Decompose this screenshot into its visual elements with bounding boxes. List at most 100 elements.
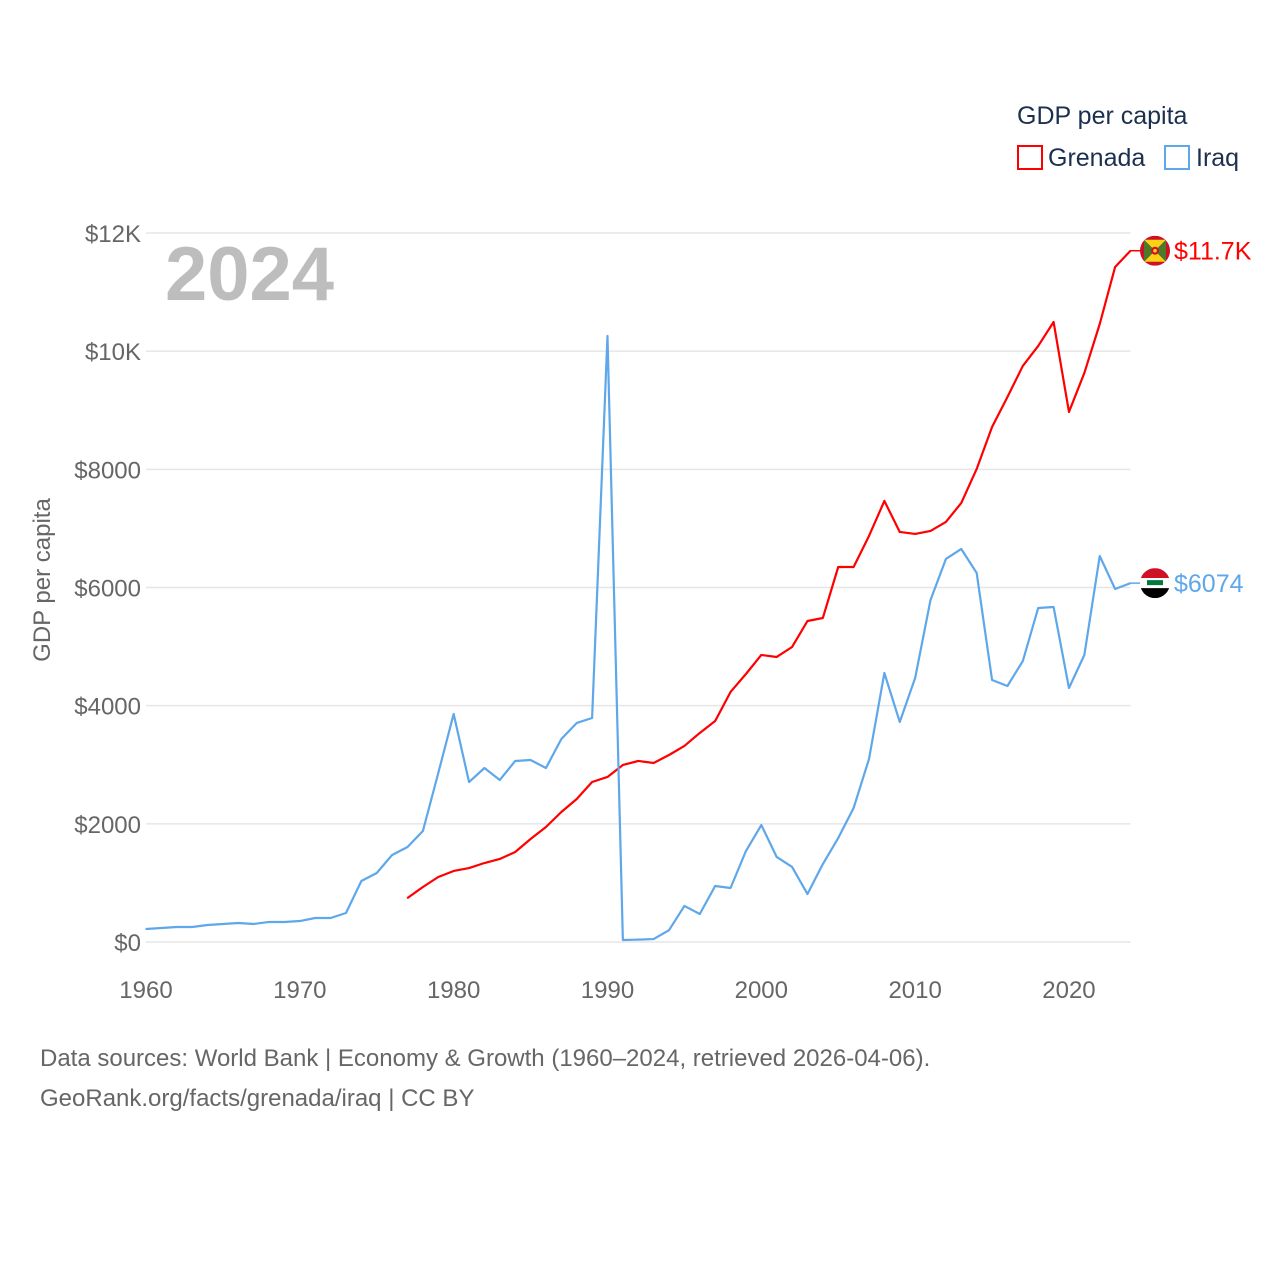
- legend-swatch-iraq[interactable]: [1164, 145, 1190, 170]
- data-point: [1098, 555, 1101, 557]
- data-point: [652, 762, 655, 764]
- x-tick-label: 2020: [1042, 977, 1095, 1004]
- data-point: [745, 673, 747, 675]
- y-tick-label: $2000: [74, 812, 141, 839]
- data-point: [637, 760, 640, 762]
- end-value-label: $11.7K: [1174, 238, 1252, 266]
- data-point: [760, 824, 763, 826]
- data-point: [529, 759, 532, 761]
- data-point: [452, 713, 455, 715]
- flag-yellow: [1144, 239, 1166, 251]
- data-point: [637, 938, 640, 941]
- iraq-flag-icon: [1140, 568, 1170, 599]
- data-point: [837, 566, 840, 568]
- data-point: [914, 677, 916, 679]
- y-tick-label: $4000: [74, 694, 141, 721]
- data-point: [975, 468, 978, 470]
- data-point: [499, 779, 501, 781]
- y-axis-ticks: $0 $2000 $4000 $6000 $8000 $10K $12K: [74, 221, 141, 957]
- data-point: [1006, 685, 1009, 687]
- source-text: Data sources: World Bank | Economy & Gro…: [40, 1045, 931, 1072]
- legend-title: GDP per capita: [1017, 102, 1188, 130]
- x-tick-label: 2010: [888, 977, 941, 1004]
- data-point: [945, 558, 947, 560]
- data-point: [406, 897, 409, 899]
- x-tick-label: 1980: [427, 977, 480, 1004]
- data-point: [914, 533, 916, 535]
- data-point: [775, 656, 778, 658]
- y-tick-label: $8000: [74, 457, 141, 484]
- data-point: [945, 521, 947, 523]
- data-point: [1037, 345, 1040, 347]
- legend-label-iraq[interactable]: Iraq: [1196, 144, 1239, 172]
- data-point: [237, 922, 240, 924]
- data-point: [206, 924, 209, 926]
- data-point: [652, 938, 655, 940]
- data-point: [698, 913, 701, 915]
- data-point: [191, 926, 193, 928]
- grenada-flag-icon: [1140, 235, 1170, 266]
- data-point: [545, 767, 547, 769]
- data-point: [268, 921, 270, 923]
- data-point: [591, 781, 593, 783]
- data-point: [575, 722, 578, 724]
- data-point: [822, 863, 824, 865]
- data-point: [622, 939, 624, 941]
- data-point: [729, 691, 732, 693]
- legend-label-grenada[interactable]: Grenada: [1048, 144, 1145, 172]
- data-point: [852, 807, 855, 809]
- data-point: [1083, 654, 1086, 656]
- data-point: [852, 566, 855, 568]
- flag-red: [1140, 568, 1170, 579]
- x-tick-label: 1970: [273, 977, 326, 1004]
- data-point: [1022, 365, 1024, 367]
- grenada-line: [406, 249, 1132, 899]
- data-point: [729, 887, 732, 889]
- data-point: [883, 672, 886, 674]
- data-point: [422, 830, 424, 832]
- legend-swatch-grenada[interactable]: [1017, 145, 1043, 170]
- data-point: [868, 758, 870, 760]
- data-point: [1114, 266, 1116, 268]
- data-point: [975, 572, 978, 574]
- data-point: [483, 862, 486, 864]
- data-point: [775, 856, 778, 858]
- data-point: [283, 921, 286, 923]
- data-point: [499, 858, 501, 860]
- legend: GDP per capita Grenada Iraq: [1017, 102, 1239, 172]
- data-point: [668, 754, 670, 756]
- data-point: [668, 929, 670, 931]
- flag-green: [1144, 239, 1155, 262]
- data-point: [391, 854, 393, 856]
- data-point: [1037, 607, 1040, 609]
- data-point: [560, 738, 563, 740]
- attribution-text: GeoRank.org/facts/grenada/iraq | CC BY: [40, 1085, 475, 1112]
- flag-body: [1140, 235, 1170, 266]
- x-tick-label: 1960: [119, 977, 172, 1004]
- data-point: [529, 838, 532, 840]
- data-point: [622, 764, 624, 766]
- data-point: [698, 732, 701, 734]
- y-tick-label: $10K: [85, 339, 141, 366]
- data-point: [560, 811, 563, 813]
- y-tick-label: $6000: [74, 576, 141, 603]
- data-point: [683, 745, 686, 747]
- data-point: [714, 720, 716, 722]
- data-point: [452, 870, 455, 872]
- data-point: [1068, 411, 1070, 413]
- data-point: [791, 866, 793, 868]
- series-layer: $11.7K $6074: [145, 235, 1252, 942]
- x-tick-label: 2000: [735, 977, 788, 1004]
- data-point: [898, 721, 901, 723]
- y-tick-label: $0: [114, 930, 141, 957]
- data-point: [1052, 606, 1055, 608]
- data-point: [822, 617, 824, 619]
- data-point: [991, 679, 993, 681]
- series-grenada: $11.7K: [406, 235, 1252, 899]
- flag-green: [1155, 239, 1166, 262]
- data-point: [806, 893, 809, 895]
- x-tick-label: 1990: [581, 977, 634, 1004]
- data-point: [714, 885, 716, 887]
- data-point: [160, 927, 163, 929]
- flag-black: [1140, 588, 1170, 599]
